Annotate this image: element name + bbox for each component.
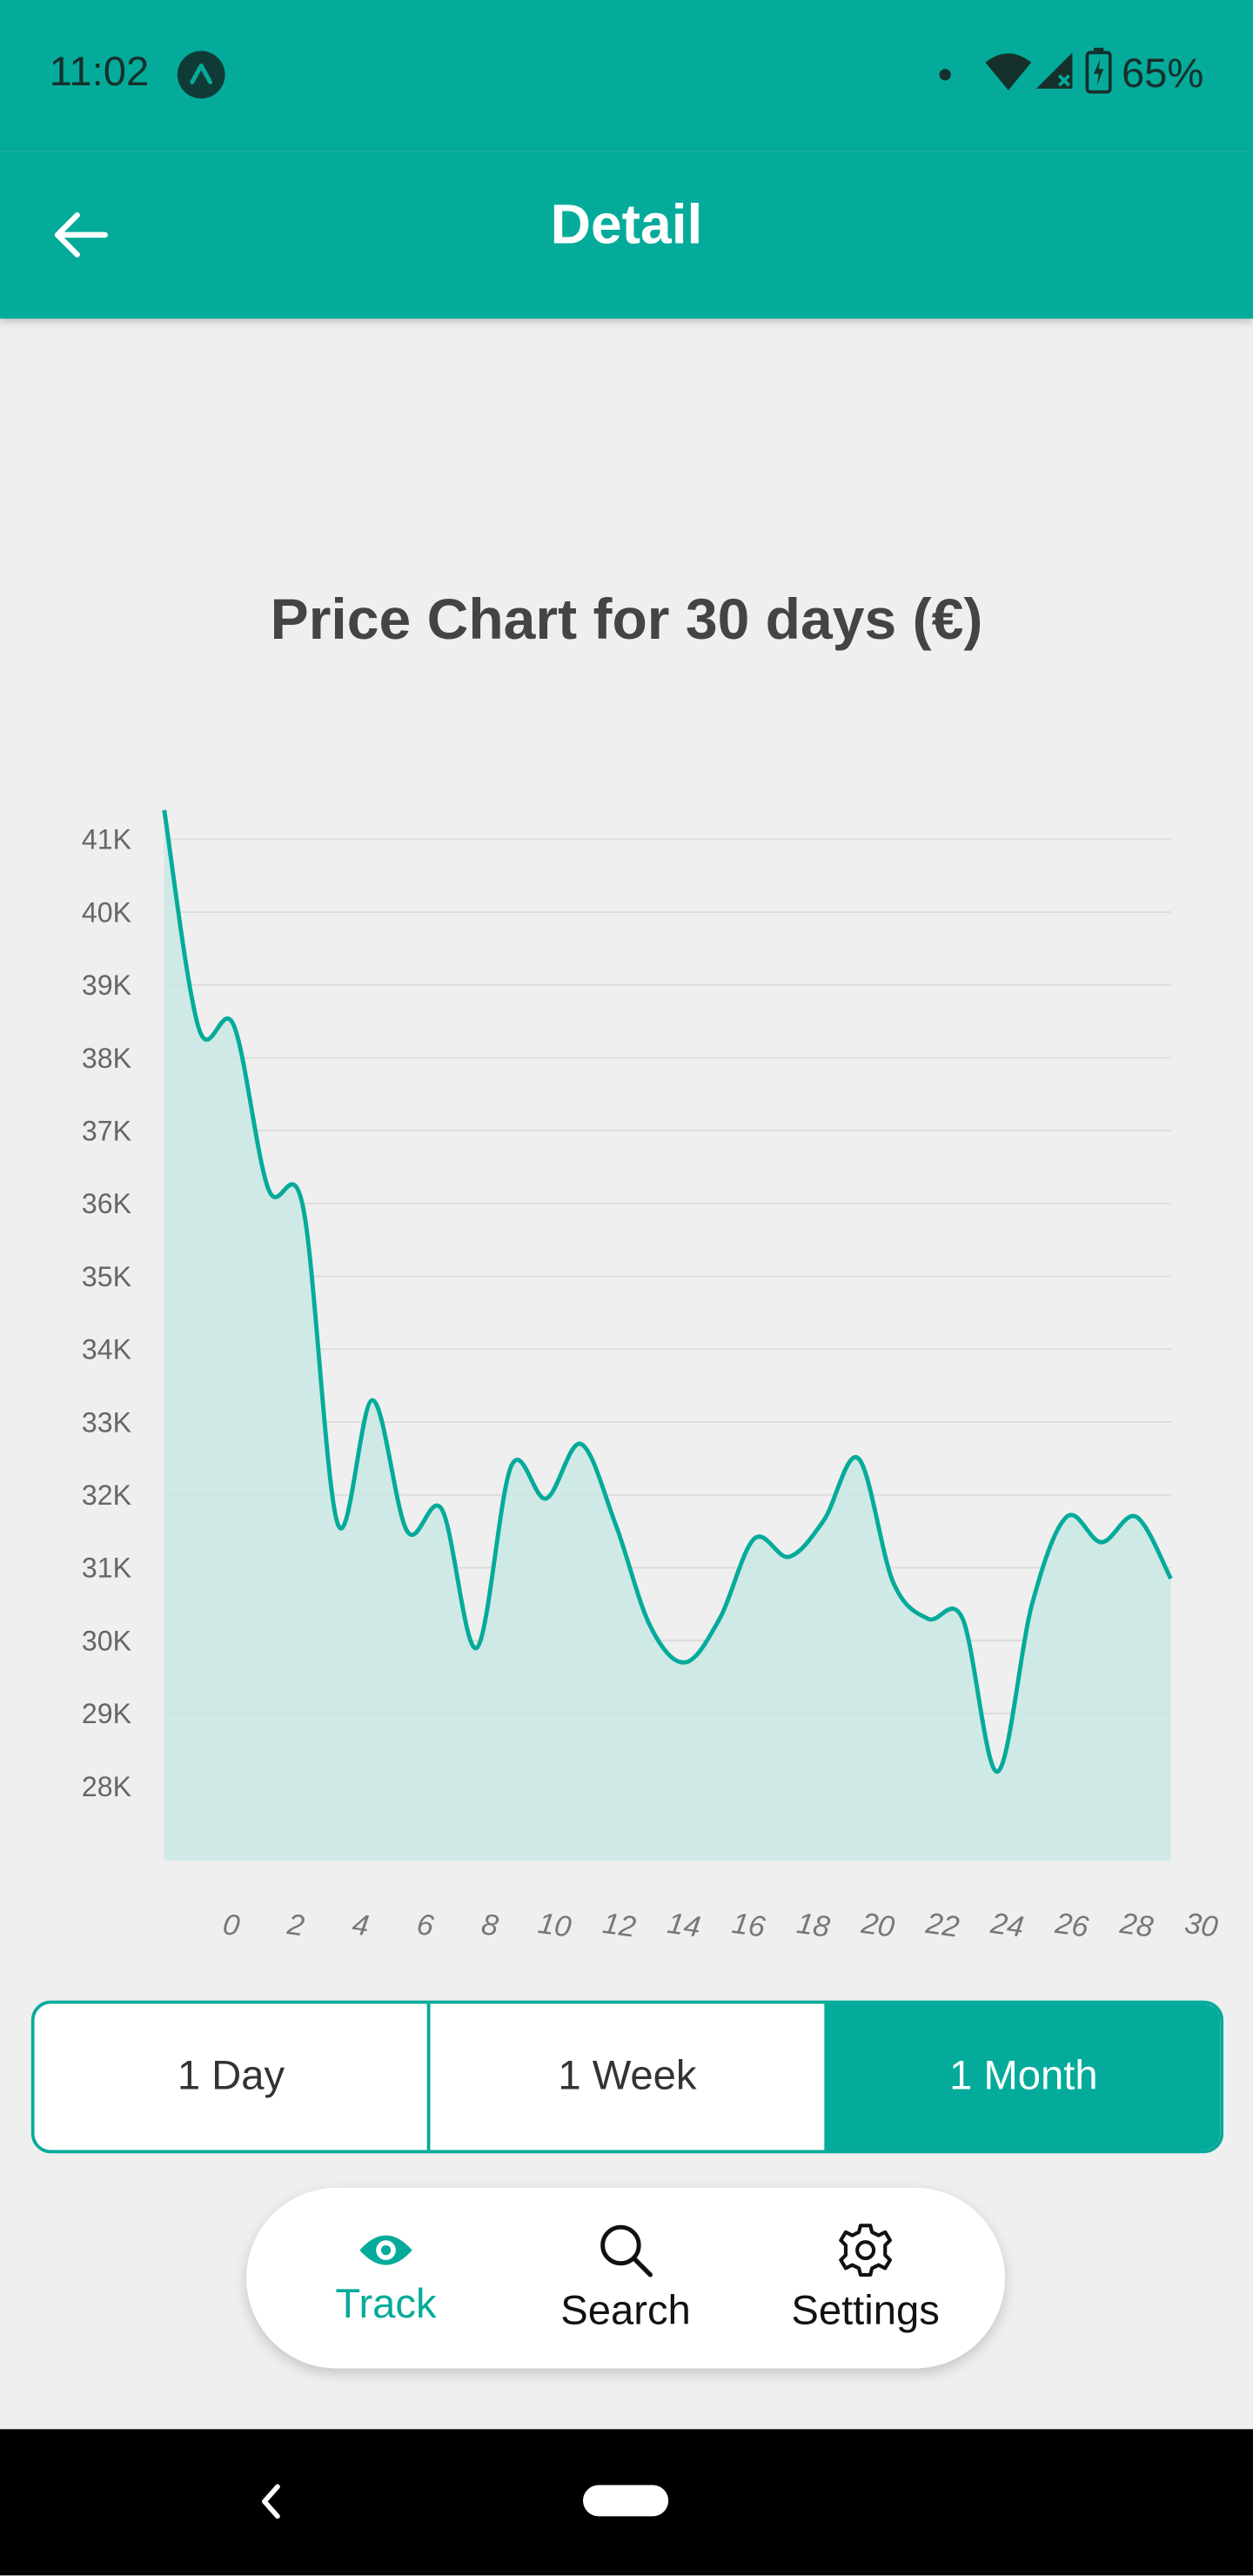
range-selector: 1 Day 1 Week 1 Month (30, 2000, 1224, 2154)
x-tick-label: 4 (350, 1908, 371, 1942)
system-back-button[interactable] (246, 2472, 296, 2531)
series-line (162, 809, 1173, 1774)
x-tick-label: 6 (415, 1908, 436, 1942)
x-tick-label: 24 (988, 1907, 1026, 1944)
y-tick-label: 41K (82, 824, 132, 855)
price-chart: 41K 40K 39K 38K 37K 36K 35K 34K 33K 32K 31K 30K 29K 2… (82, 809, 1220, 1944)
back-button[interactable] (37, 191, 125, 279)
system-navigation-bar (0, 2429, 1253, 2576)
y-tick-label: 29K (82, 1698, 132, 1729)
bottom-nav: Track Search Settings (246, 2187, 1006, 2369)
x-tick-label: 18 (794, 1907, 832, 1944)
x-tick-label: 28 (1117, 1907, 1156, 1944)
app-notification-icon (177, 50, 225, 99)
y-tick-label: 28K (82, 1771, 132, 1802)
y-tick-label: 33K (82, 1406, 132, 1438)
tab-track[interactable]: Track (271, 2228, 500, 2328)
signal-icon (1033, 49, 1075, 100)
status-bar: 11:02 (0, 0, 1253, 151)
y-tick-label: 39K (82, 969, 132, 1001)
series-area (164, 809, 1171, 1862)
y-tick-label: 36K (82, 1188, 132, 1219)
battery-percent: 65% (1121, 50, 1204, 97)
y-tick-label: 31K (82, 1553, 132, 1584)
x-tick-label: 0 (221, 1908, 242, 1942)
y-tick-label: 38K (82, 1043, 132, 1074)
y-tick-label: 30K (82, 1625, 132, 1656)
x-tick-label: 14 (666, 1907, 703, 1944)
wifi-icon (983, 49, 1033, 100)
search-icon (600, 2224, 653, 2277)
eye-icon (359, 2234, 412, 2264)
x-tick-label: 26 (1053, 1907, 1091, 1944)
tab-settings-label: Settings (791, 2287, 940, 2333)
chevron-left-icon (262, 2484, 280, 2519)
page-title: Detail (550, 193, 703, 257)
x-tick-label: 12 (600, 1907, 638, 1944)
battery-icon (1085, 46, 1112, 101)
tab-settings[interactable]: Settings (750, 2222, 980, 2335)
status-icons: 65% (939, 46, 1203, 102)
x-tick-label: 30 (1183, 1907, 1220, 1944)
y-tick-label: 40K (82, 896, 132, 928)
tab-search[interactable]: Search (511, 2222, 740, 2335)
x-tick-label: 10 (536, 1907, 573, 1944)
x-tick-label: 16 (730, 1907, 767, 1944)
gear-icon (839, 2223, 892, 2277)
system-home-button[interactable] (582, 2485, 669, 2517)
y-tick-label: 35K (82, 1261, 132, 1292)
y-tick-label: 34K (82, 1334, 132, 1365)
y-tick-label: 32K (82, 1479, 132, 1511)
x-tick-label: 22 (923, 1907, 962, 1944)
dot-icon (939, 68, 951, 80)
app-bar: Detail (0, 151, 1253, 319)
arrow-left-icon (54, 212, 108, 258)
x-tick-label: 20 (859, 1907, 897, 1944)
range-option-1-month[interactable]: 1 Month (823, 2003, 1221, 2150)
tab-search-label: Search (560, 2287, 691, 2333)
chart-title: Price Chart for 30 days (€) (270, 587, 983, 653)
x-tick-label: 2 (285, 1908, 306, 1942)
x-tick-label: 8 (479, 1908, 500, 1942)
status-time: 11:02 (49, 49, 150, 96)
range-option-1-week[interactable]: 1 Week (427, 2003, 824, 2150)
range-option-1-day[interactable]: 1 Day (34, 2003, 428, 2150)
tab-track-label: Track (335, 2280, 437, 2327)
y-tick-label: 37K (82, 1116, 132, 1147)
